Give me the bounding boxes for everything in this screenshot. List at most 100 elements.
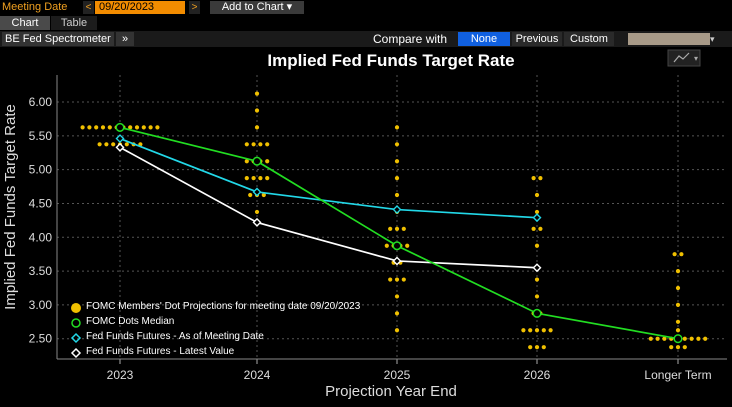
series-lines [115, 122, 683, 344]
custom-color-swatch[interactable] [628, 33, 710, 45]
dot-projection-point [258, 176, 263, 181]
x-tick-labels: 2023 2024 2025 2026 Longer Term [107, 368, 712, 382]
y-tick-labels: 6.00 5.50 5.00 4.50 4.00 3.50 3.00 2.50 [29, 95, 53, 346]
y-tick-label: 2.50 [29, 332, 53, 346]
dot-projection-point [548, 328, 553, 333]
legend-item-meeting: Fed Funds Futures - As of Meeting Date [68, 329, 360, 344]
dot-projection-point [87, 125, 92, 130]
dot-projection-point [394, 192, 400, 198]
x-tick-label: 2026 [524, 368, 551, 382]
y-tick-label: 5.50 [29, 129, 53, 143]
diamond-marker-icon [70, 332, 82, 344]
tab-table[interactable]: Table [51, 16, 97, 30]
dot-projection-point [401, 226, 406, 231]
legend-label: Fed Funds Futures - Latest Value [86, 346, 235, 357]
x-tick-label: Longer Term [644, 368, 711, 382]
spectrometer-selector[interactable]: BE Fed Spectrometer [2, 32, 114, 46]
series-line-meeting [119, 137, 538, 219]
x-tick-label: 2024 [244, 368, 271, 382]
dot-projection-point [669, 345, 674, 350]
dot-projection-point [405, 243, 410, 248]
dot-projection-point [541, 345, 546, 350]
next-date-button[interactable]: > [189, 1, 200, 14]
dot-projection-point [541, 328, 546, 333]
dot-projection-point [94, 125, 99, 130]
dot-projection-point [675, 285, 681, 291]
line-chart-icon [673, 52, 690, 63]
fed-funds-chart: 6.005.505.004.504.003.503.002.50 2023 202… [2, 49, 727, 400]
y-tick-label: 5.00 [29, 163, 53, 177]
circle-marker-icon [71, 318, 81, 328]
dot-projection-point [394, 125, 400, 130]
top-toolbar: Meeting Date < 09/20/2023 > Add to Chart… [0, 0, 732, 16]
dot-projection-point [401, 277, 406, 282]
expand-button[interactable]: » [116, 32, 134, 46]
dot-projection-point [675, 268, 681, 274]
dot-projection-point [696, 336, 701, 341]
dot-projection-point [134, 125, 140, 130]
series-point-latest [392, 256, 402, 266]
legend-label: FOMC Members' Dot Projections for meetin… [86, 301, 361, 312]
dot-projection-point [100, 125, 106, 130]
dot-projection-point [534, 277, 540, 282]
series-line-latest [119, 146, 538, 269]
x-axis-label: Projection Year End [325, 383, 457, 400]
previous-date-button[interactable]: < [83, 1, 94, 14]
diamond-marker-icon [70, 347, 82, 359]
add-to-chart-button[interactable]: Add to Chart ▾ [210, 1, 304, 14]
dot-projection-point [104, 142, 109, 147]
dot-projection-point [534, 243, 540, 248]
y-tick-label: 4.50 [29, 196, 53, 210]
dot-projection-point [675, 345, 681, 350]
chevron-down-icon[interactable]: ▾ [710, 34, 715, 44]
compare-with-label: Compare with [373, 32, 448, 46]
dot-projection-point [672, 252, 677, 257]
y-tick-label: 4.00 [29, 230, 53, 244]
dot-marker-icon [71, 303, 81, 313]
dot-projection-point [258, 142, 263, 147]
dot-projection-point [388, 226, 393, 231]
dot-projection-point [254, 108, 260, 113]
chart-legend: FOMC Members' Dot Projections for meetin… [68, 299, 360, 359]
median-point [673, 334, 683, 344]
dot-projection-point [394, 176, 400, 181]
dot-projection-point [534, 345, 540, 350]
dot-projection-point [675, 319, 681, 324]
dot-projection-point [254, 91, 260, 96]
chart-subbar: BE Fed Spectrometer » Compare with None … [0, 31, 732, 47]
dot-projection-point [254, 209, 260, 215]
legend-label: Fed Funds Futures - As of Meeting Date [86, 331, 264, 342]
chart-title: Implied Fed Funds Target Rate [267, 51, 514, 70]
dot-projection-point [531, 176, 536, 181]
chevron-down-icon: ▾ [694, 54, 698, 63]
dot-projection-point [265, 159, 270, 164]
median-point [392, 241, 402, 251]
dot-projection-point [682, 336, 687, 341]
dot-projection-point [675, 302, 681, 308]
compare-custom-button[interactable]: Custom [564, 32, 614, 46]
dot-projection-point [97, 142, 102, 147]
dot-projection-point [251, 142, 256, 147]
compare-previous-button[interactable]: Previous [512, 32, 562, 46]
dot-projection-point [662, 336, 667, 341]
dot-projection-point [128, 125, 133, 130]
meeting-date-label: Meeting Date [2, 1, 68, 13]
compare-none-button[interactable]: None [458, 32, 510, 46]
dot-projection-point [534, 209, 540, 215]
tab-chart[interactable]: Chart [0, 16, 50, 30]
legend-label: FOMC Dots Median [86, 316, 175, 327]
dot-projection-point [261, 192, 266, 198]
series-point-meeting [392, 205, 402, 215]
dot-projection-point [251, 176, 256, 181]
median-point [115, 122, 125, 132]
dot-projection-point [155, 125, 160, 130]
dot-projection-point [682, 345, 687, 350]
dot-projection-point [689, 336, 694, 341]
series-point-latest [532, 263, 542, 273]
series-point-latest [252, 217, 262, 227]
series-point-meeting [115, 134, 125, 144]
chart-options-button[interactable]: ▾ [667, 49, 701, 67]
meeting-date-input[interactable]: 09/20/2023 [95, 1, 185, 14]
dot-projection-point [538, 226, 543, 231]
dot-projection-point [148, 125, 153, 130]
